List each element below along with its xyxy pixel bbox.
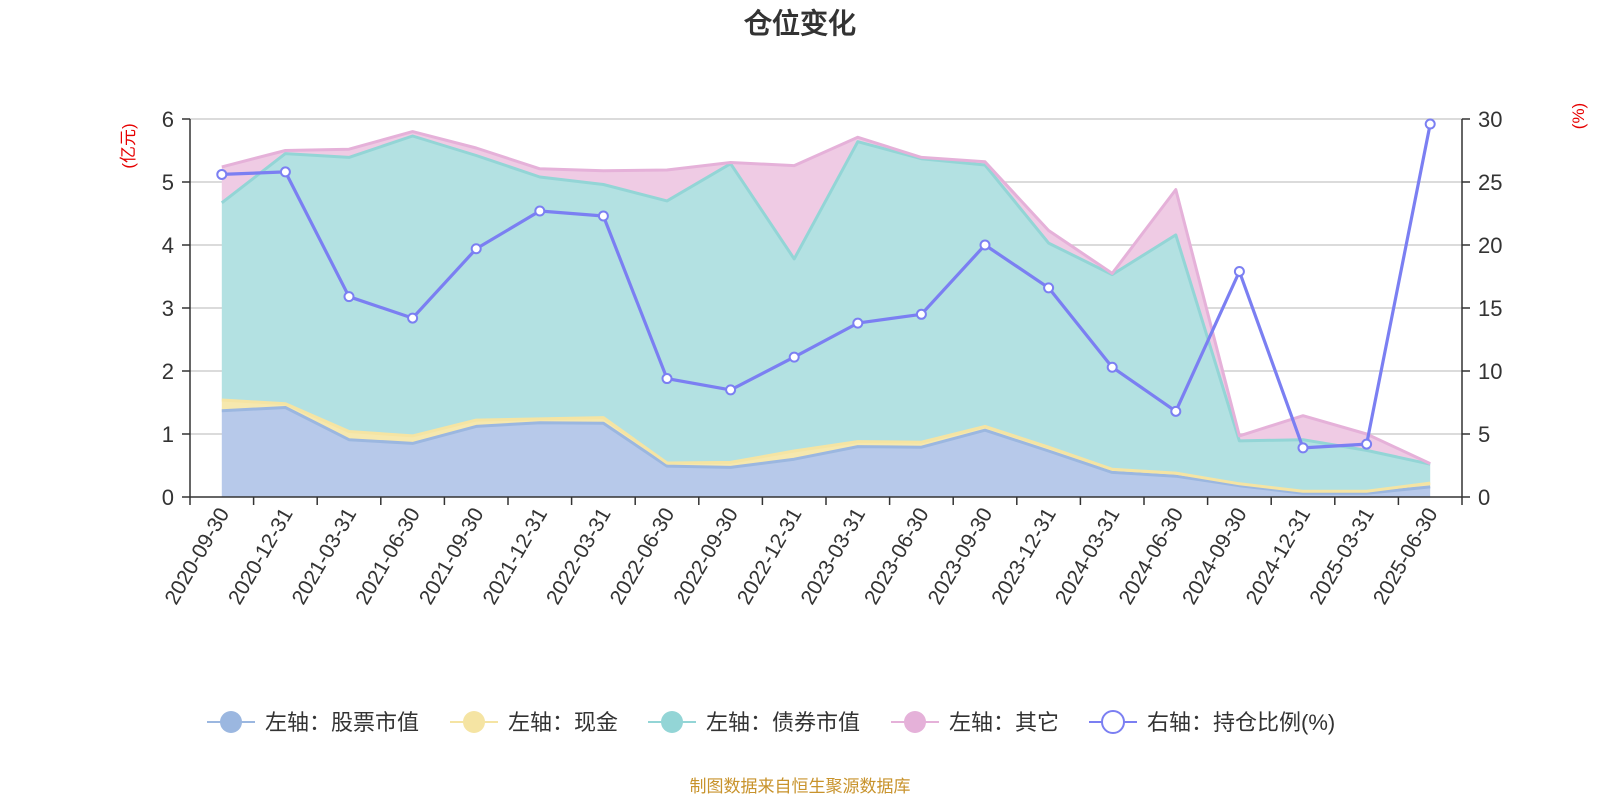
x-tick-label: 2025-06-30 bbox=[1369, 504, 1443, 609]
legend-marker-hollow bbox=[1101, 710, 1125, 734]
x-tick-label: 2023-09-30 bbox=[924, 504, 998, 609]
ratio-point bbox=[661, 373, 673, 385]
legend: 左轴：股票市值 左轴：现金 左轴：债券市值 左轴：其它 右轴：持仓比例(%) bbox=[207, 710, 1335, 735]
right-tick-label: 0 bbox=[1478, 485, 1490, 510]
left-tick-label: 4 bbox=[162, 233, 174, 258]
x-tick-label: 2023-12-31 bbox=[987, 504, 1061, 609]
ratio-point bbox=[1424, 118, 1436, 130]
legend-label: 左轴：其它 bbox=[949, 710, 1059, 735]
stacked-areas bbox=[220, 130, 1431, 497]
left-tick-label: 0 bbox=[162, 485, 174, 510]
ratio-point bbox=[279, 166, 291, 178]
x-tick-label: 2024-12-31 bbox=[1242, 504, 1316, 609]
x-tick-label: 2022-03-31 bbox=[542, 504, 616, 609]
right-tick-label: 30 bbox=[1478, 107, 1502, 132]
ratio-point bbox=[1170, 405, 1182, 417]
x-tick-label: 2021-06-30 bbox=[351, 504, 425, 609]
x-tick-label: 2022-06-30 bbox=[606, 504, 680, 609]
x-tick-label: 2023-06-30 bbox=[860, 504, 934, 609]
legend-marker bbox=[463, 711, 485, 733]
chart-title: 仓位变化 bbox=[744, 7, 856, 39]
x-tick-label: 2022-12-31 bbox=[733, 504, 807, 609]
ratio-point bbox=[216, 168, 228, 180]
right-axis-unit: (%) bbox=[1569, 103, 1588, 129]
area-edge-2 bbox=[221, 398, 1431, 493]
x-tick-label: 2025-03-31 bbox=[1305, 504, 1379, 609]
data-source-credit: 制图数据来自恒生聚源数据库 bbox=[690, 777, 911, 796]
ratio-point bbox=[343, 291, 355, 303]
ratio-line-layer bbox=[216, 118, 1436, 454]
x-tick-label: 2022-09-30 bbox=[669, 504, 743, 609]
left-tick-label: 1 bbox=[162, 422, 174, 447]
x-tick-label: 2024-06-30 bbox=[1115, 504, 1189, 609]
area-3 bbox=[221, 136, 1431, 492]
right-tick-label: 20 bbox=[1478, 233, 1502, 258]
legend-label: 左轴：债券市值 bbox=[706, 710, 860, 735]
area-edge-3 bbox=[220, 134, 1431, 466]
ratio-point bbox=[534, 205, 546, 217]
ratio-point bbox=[788, 351, 800, 363]
ratio-point bbox=[597, 210, 609, 222]
x-tick-label: 2021-09-30 bbox=[415, 504, 489, 609]
area-edge-1 bbox=[221, 406, 1431, 495]
x-tick-label: 2020-12-31 bbox=[224, 504, 298, 609]
ratio-point bbox=[979, 239, 991, 251]
legend-marker bbox=[904, 711, 926, 733]
left-tick-label: 6 bbox=[162, 107, 174, 132]
left-tick-label: 5 bbox=[162, 170, 174, 195]
left-axis-unit: (亿元) bbox=[119, 123, 138, 168]
x-tick-label: 2021-12-31 bbox=[479, 504, 553, 609]
ratio-point bbox=[470, 243, 482, 255]
right-tick-label: 25 bbox=[1478, 170, 1502, 195]
x-tick-label: 2024-03-31 bbox=[1051, 504, 1125, 609]
legend-label: 左轴：现金 bbox=[508, 710, 618, 735]
legend-marker bbox=[220, 711, 242, 733]
left-tick-label: 3 bbox=[162, 296, 174, 321]
right-tick-label: 15 bbox=[1478, 296, 1502, 321]
x-tick-label: 2023-03-31 bbox=[797, 504, 871, 609]
ratio-point bbox=[1106, 361, 1118, 373]
ratio-point bbox=[1043, 282, 1055, 294]
legend-marker bbox=[661, 711, 683, 733]
right-tick-label: 5 bbox=[1478, 422, 1490, 447]
legend-label: 右轴：持仓比例(%) bbox=[1147, 710, 1335, 735]
ratio-point bbox=[1233, 265, 1245, 277]
ratio-line bbox=[221, 123, 1432, 450]
ratio-point bbox=[852, 317, 864, 329]
left-tick-label: 2 bbox=[162, 359, 174, 384]
legend-label: 左轴：股票市值 bbox=[265, 710, 419, 735]
ratio-point bbox=[915, 308, 927, 320]
area-edge-4 bbox=[221, 130, 1431, 465]
ratio-point bbox=[1361, 438, 1373, 450]
x-tick-label: 2020-09-30 bbox=[161, 504, 235, 609]
ratio-point bbox=[1297, 442, 1309, 454]
x-tick-label: 2021-03-31 bbox=[288, 504, 362, 609]
ratio-point bbox=[725, 384, 737, 396]
ratio-point bbox=[407, 312, 419, 324]
right-tick-label: 10 bbox=[1478, 359, 1502, 384]
x-tick-label: 2024-09-30 bbox=[1178, 504, 1252, 609]
